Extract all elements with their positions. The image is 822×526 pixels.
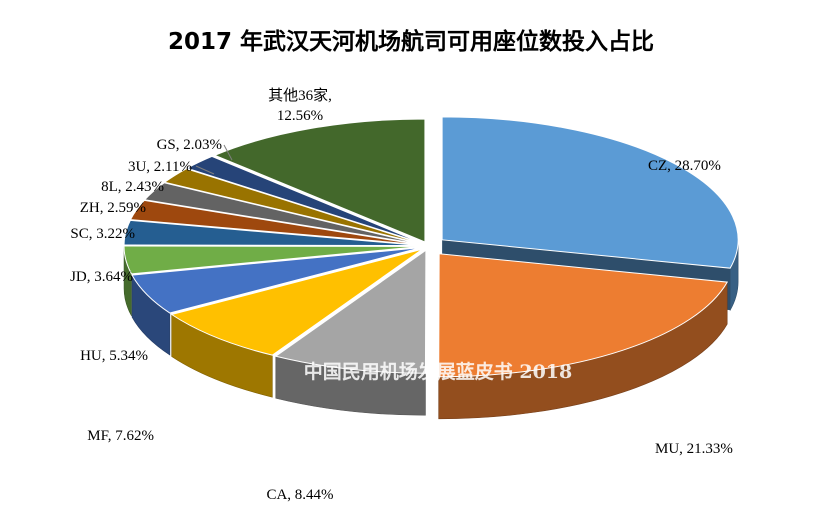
slice-CA [274, 249, 427, 374]
watermark-text: 中国民用机场发展蓝皮书 2018 [304, 360, 573, 383]
data-label-MF: MF, 7.62% [87, 428, 154, 444]
data-label-GS: GS, 2.03% [157, 137, 222, 153]
slice-SC [123, 219, 421, 247]
data-labels: CZ, 28.70% MU, 21.33% CA, 8.44% MF, 7.62% HU… [70, 87, 733, 503]
slice-MU [438, 253, 729, 378]
slice-8L [143, 182, 421, 245]
leader-line [195, 165, 215, 175]
slice-3U [163, 168, 422, 245]
data-label-CZ: CZ, 28.70% [648, 158, 721, 174]
slice-HU [131, 247, 421, 314]
slice-其他36家 [213, 118, 426, 243]
chart-title: 2017 年武汉天河机场航司可用座位数投入占比 [167, 29, 655, 55]
data-label-JD: JD, 3.64% [70, 269, 133, 285]
pie-top-faces [123, 116, 739, 378]
data-label-其他36家: 其他36家, 12.56% [268, 87, 332, 124]
data-label-3U: 3U, 2.11% [128, 159, 192, 175]
data-label-CA: CA, 8.44% [266, 487, 333, 503]
slice-MF [170, 248, 423, 356]
data-label-8L: 8L, 2.43% [101, 179, 164, 195]
data-label-MU: MU, 21.33% [655, 441, 733, 457]
data-label-ZH: ZH, 2.59% [80, 200, 146, 216]
slice-CZ [441, 116, 739, 269]
data-label-HU: HU, 5.34% [80, 348, 148, 364]
slice-GS [185, 155, 423, 244]
slice-ZH [129, 199, 421, 246]
leader-line [223, 144, 233, 161]
data-label-SC: SC, 3.22% [70, 226, 135, 242]
slice-JD [123, 245, 421, 275]
